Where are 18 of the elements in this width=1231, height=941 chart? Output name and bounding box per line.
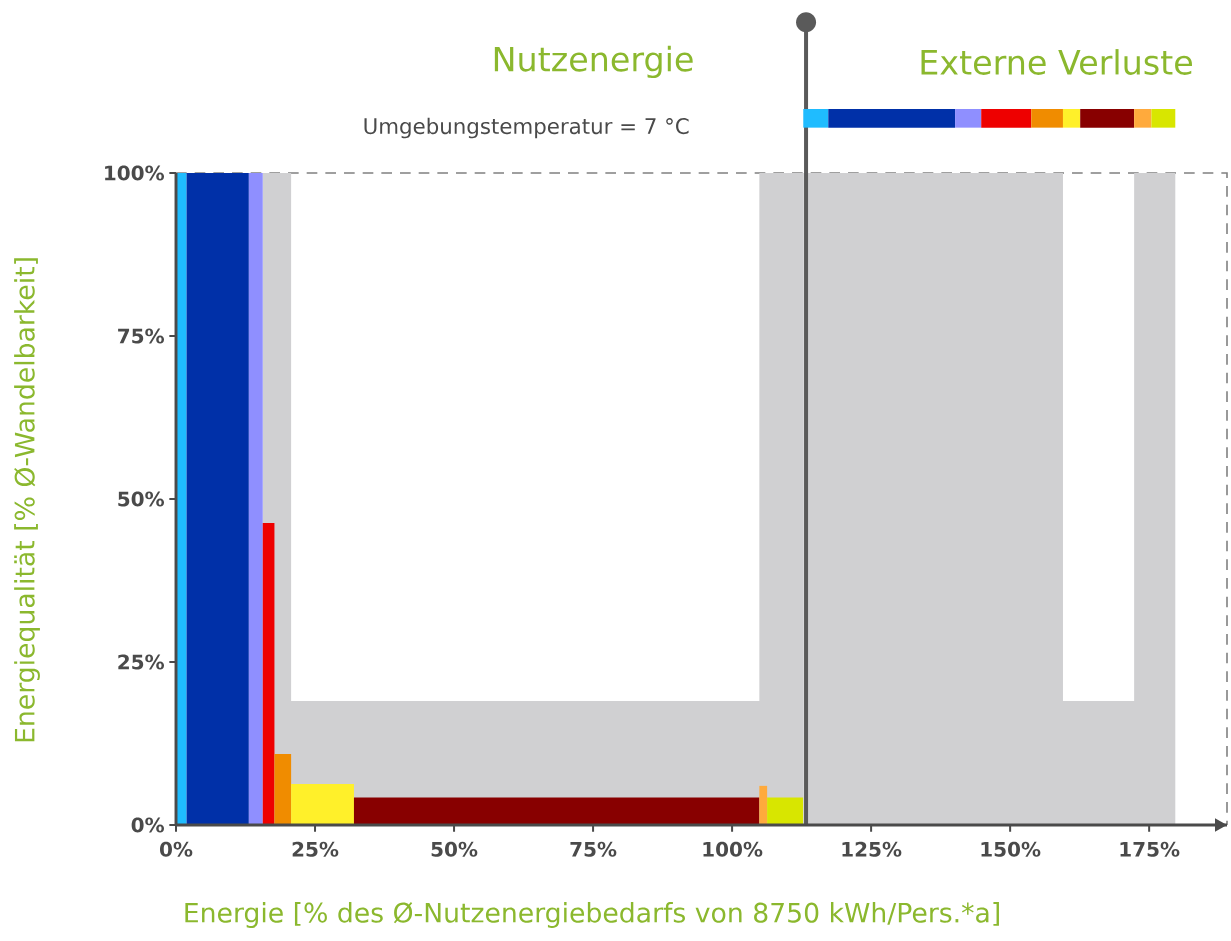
y-axis-title: Energiequalität [% Ø-Wandelbarkeit] bbox=[14, 258, 40, 742]
x-tick-label: 75% bbox=[570, 841, 617, 857]
x-tick-label: 125% bbox=[842, 841, 902, 857]
y-tick-label: 0% bbox=[131, 817, 164, 833]
y-tick-label: 75% bbox=[118, 328, 165, 344]
x-tick-label: 100% bbox=[703, 841, 763, 857]
text: Nutzenergie bbox=[494, 45, 693, 79]
y-tick-label: 25% bbox=[118, 654, 165, 670]
text: Externe Verluste bbox=[921, 49, 1192, 75]
x-axis-title: Energie [% des Ø-Nutzenergiebedarfs von 8750 kWh/Pers.*a] bbox=[185, 902, 999, 928]
x-tick-label: 50% bbox=[431, 841, 478, 857]
text: Umgebungstemperatur = 7 °C bbox=[364, 117, 689, 139]
y-tick-label: 50% bbox=[118, 491, 165, 507]
x-tick-label: 150% bbox=[981, 841, 1041, 857]
x-tick-label: 0% bbox=[159, 841, 193, 857]
y-tick-label: 100% bbox=[105, 165, 165, 181]
x-tick-label: 175% bbox=[1120, 841, 1180, 857]
x-tick-label: 25% bbox=[292, 841, 339, 857]
